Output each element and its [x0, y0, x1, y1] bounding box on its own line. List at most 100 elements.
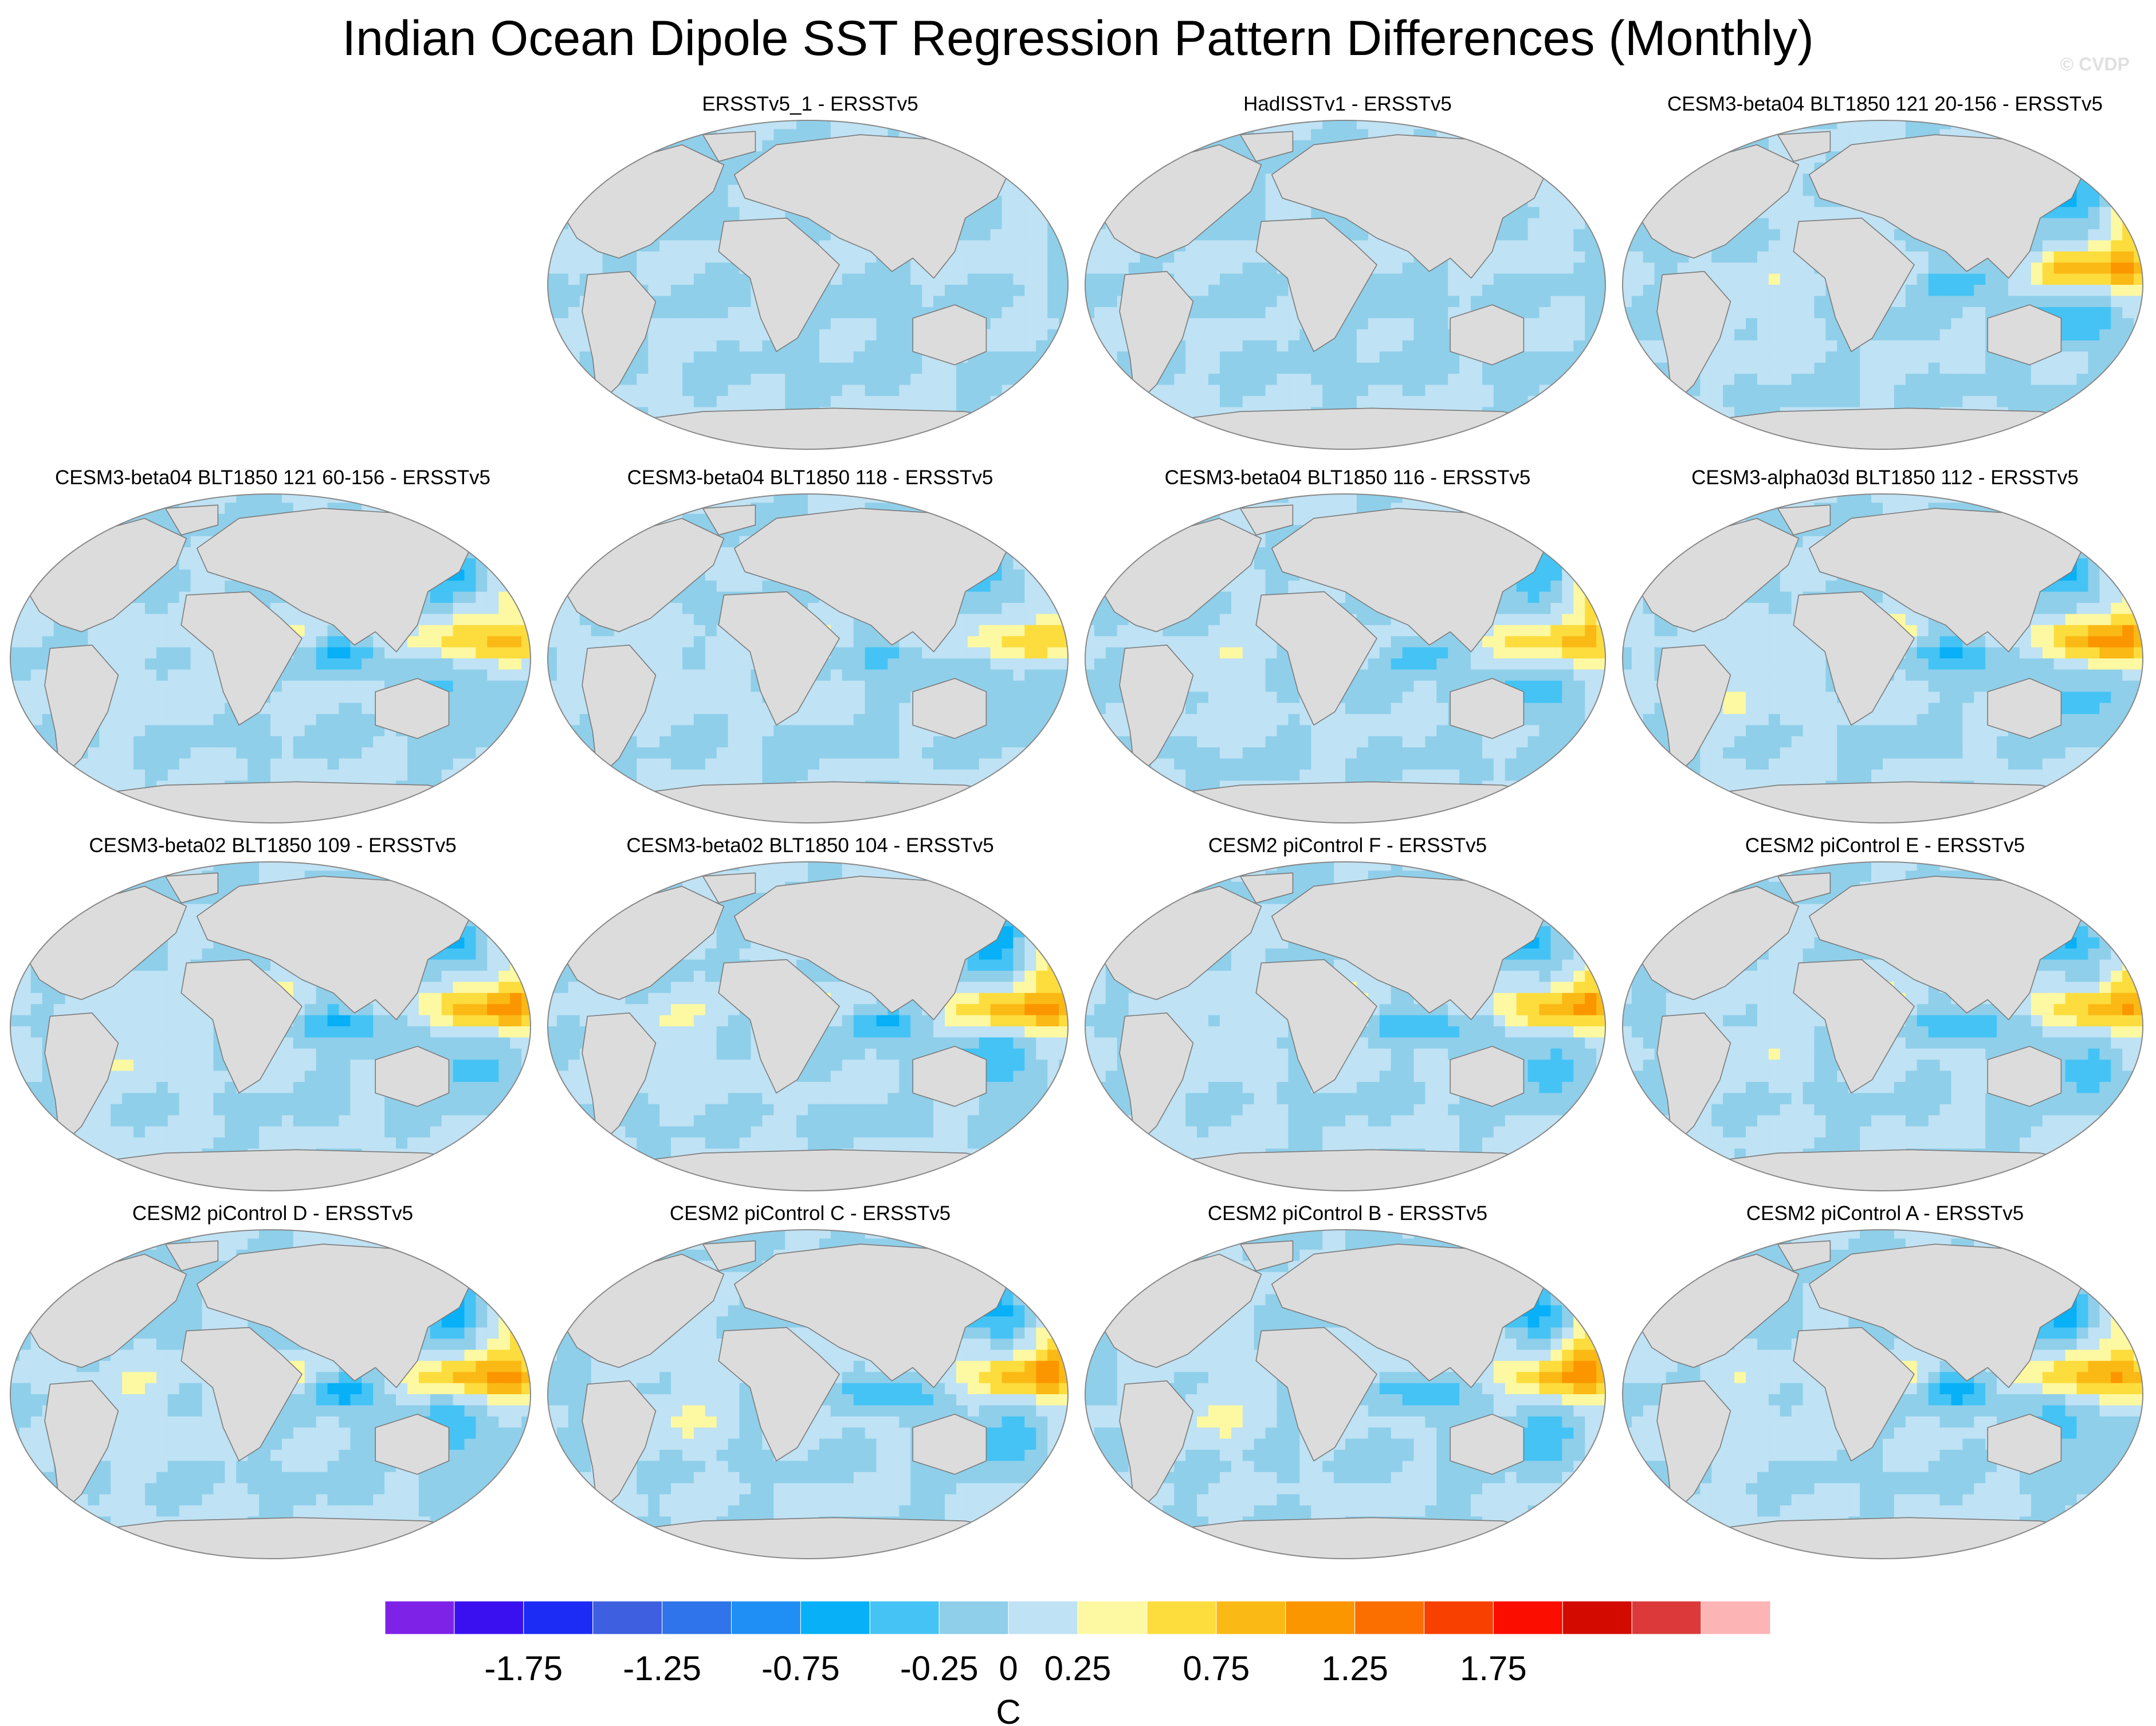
sst-cell [1197, 285, 1209, 297]
sst-cell [1085, 185, 1095, 197]
sst-cell [1631, 120, 1644, 130]
sst-cell [2065, 318, 2078, 330]
sst-cell [1356, 385, 1369, 397]
sst-cell [1151, 418, 1164, 430]
sst-cell [1185, 351, 1197, 363]
sst-cell [304, 669, 317, 681]
sst-cell [979, 296, 991, 308]
sst-cell [53, 625, 66, 637]
sst-cell [1596, 374, 1605, 386]
panel-title: CESM3-beta04 BLT1850 121 20-156 - ERSSTv… [1620, 92, 2150, 117]
sst-cell [1677, 396, 1690, 408]
sst-cell [1413, 296, 1426, 308]
sst-cell [1539, 418, 1552, 430]
sst-cell [1562, 251, 1574, 263]
sst-cell [2042, 440, 2055, 449]
sst-cell [1746, 120, 1758, 130]
sst-cell [671, 385, 683, 397]
sst-cell [1951, 318, 1963, 330]
sst-cell [1085, 296, 1095, 308]
sst-cell [556, 407, 569, 419]
sst-cell [1345, 329, 1357, 341]
sst-cell [2020, 374, 2032, 386]
sst-cell [1002, 262, 1014, 274]
sst-cell [2065, 307, 2078, 319]
sst-cell [1631, 195, 1644, 207]
sst-cell [548, 129, 557, 141]
sst-cell [1780, 218, 1792, 230]
sst-cell [648, 340, 660, 352]
sst-cell [1391, 318, 1403, 330]
sst-cell [967, 374, 980, 386]
sst-cell [1059, 151, 1068, 163]
sst-cell [1505, 251, 1517, 263]
sst-cell [2134, 129, 2143, 141]
sst-cell [1539, 262, 1552, 274]
sst-cell [1024, 296, 1036, 308]
sst-cell [2134, 351, 2143, 363]
sst-cell [865, 329, 877, 341]
sst-cell [1425, 318, 1438, 330]
sst-cell [1643, 329, 1655, 341]
sst-cell [1585, 162, 1597, 174]
sst-cell [1814, 385, 1827, 397]
sst-cell [1197, 120, 1209, 130]
sst-cell [1985, 351, 1997, 363]
sst-cell [1723, 262, 1735, 274]
sst-cell [190, 536, 203, 548]
sst-cell [2099, 207, 2111, 219]
sst-cell [1471, 129, 1483, 141]
sst-cell [464, 658, 477, 670]
sst-cell [1368, 340, 1380, 352]
sst-cell [614, 407, 626, 419]
sst-cell [2099, 340, 2111, 352]
sst-cell [1802, 318, 1815, 330]
sst-cell [1151, 429, 1164, 441]
sst-cell [1596, 151, 1605, 163]
sst-cell [1117, 362, 1129, 374]
sst-cell [2076, 374, 2089, 386]
sst-cell [167, 647, 180, 659]
sst-cell [1105, 362, 1118, 374]
sst-cell [1734, 329, 1746, 341]
sst-cell [1951, 340, 1963, 352]
sst-cell [1265, 385, 1278, 397]
sst-cell [819, 229, 831, 241]
sst-cell [808, 396, 820, 408]
sst-cell [1746, 296, 1758, 308]
sst-cell [830, 285, 843, 297]
sst-cell [1871, 129, 1883, 141]
sst-cell [1825, 329, 1838, 341]
sst-cell [1780, 340, 1792, 352]
sst-cell [637, 418, 649, 430]
sst-cell [1094, 396, 1106, 408]
sst-cell [487, 494, 499, 504]
sst-cell [1550, 429, 1563, 441]
sst-cell [1974, 340, 1986, 352]
sst-cell [556, 195, 569, 207]
sst-cell [1905, 273, 1918, 285]
sst-cell [1516, 240, 1529, 252]
sst-cell [1837, 120, 1849, 130]
sst-cell [1448, 296, 1460, 308]
sst-cell [1085, 151, 1095, 163]
sst-cell [2122, 195, 2134, 207]
sst-cell [1047, 251, 1059, 263]
sst-cell [2111, 218, 2123, 230]
sst-cell [2065, 418, 2078, 430]
sst-cell [2076, 185, 2089, 197]
sst-cell [1596, 440, 1605, 449]
sst-cell [2042, 396, 2055, 408]
sst-cell [65, 513, 77, 525]
sst-cell [1368, 240, 1380, 252]
sst-cell [1288, 374, 1301, 386]
sst-cell [1322, 129, 1334, 141]
sst-cell [1185, 318, 1197, 330]
sst-cell [1643, 307, 1655, 319]
map-panel-p3: HadISSTv1 - ERSSTv5 [1083, 92, 1612, 458]
sst-cell [1013, 385, 1026, 397]
sst-cell [1985, 262, 1997, 274]
sst-cell [1623, 429, 1632, 441]
sst-cell [1356, 329, 1369, 341]
sst-cell [1117, 440, 1129, 449]
